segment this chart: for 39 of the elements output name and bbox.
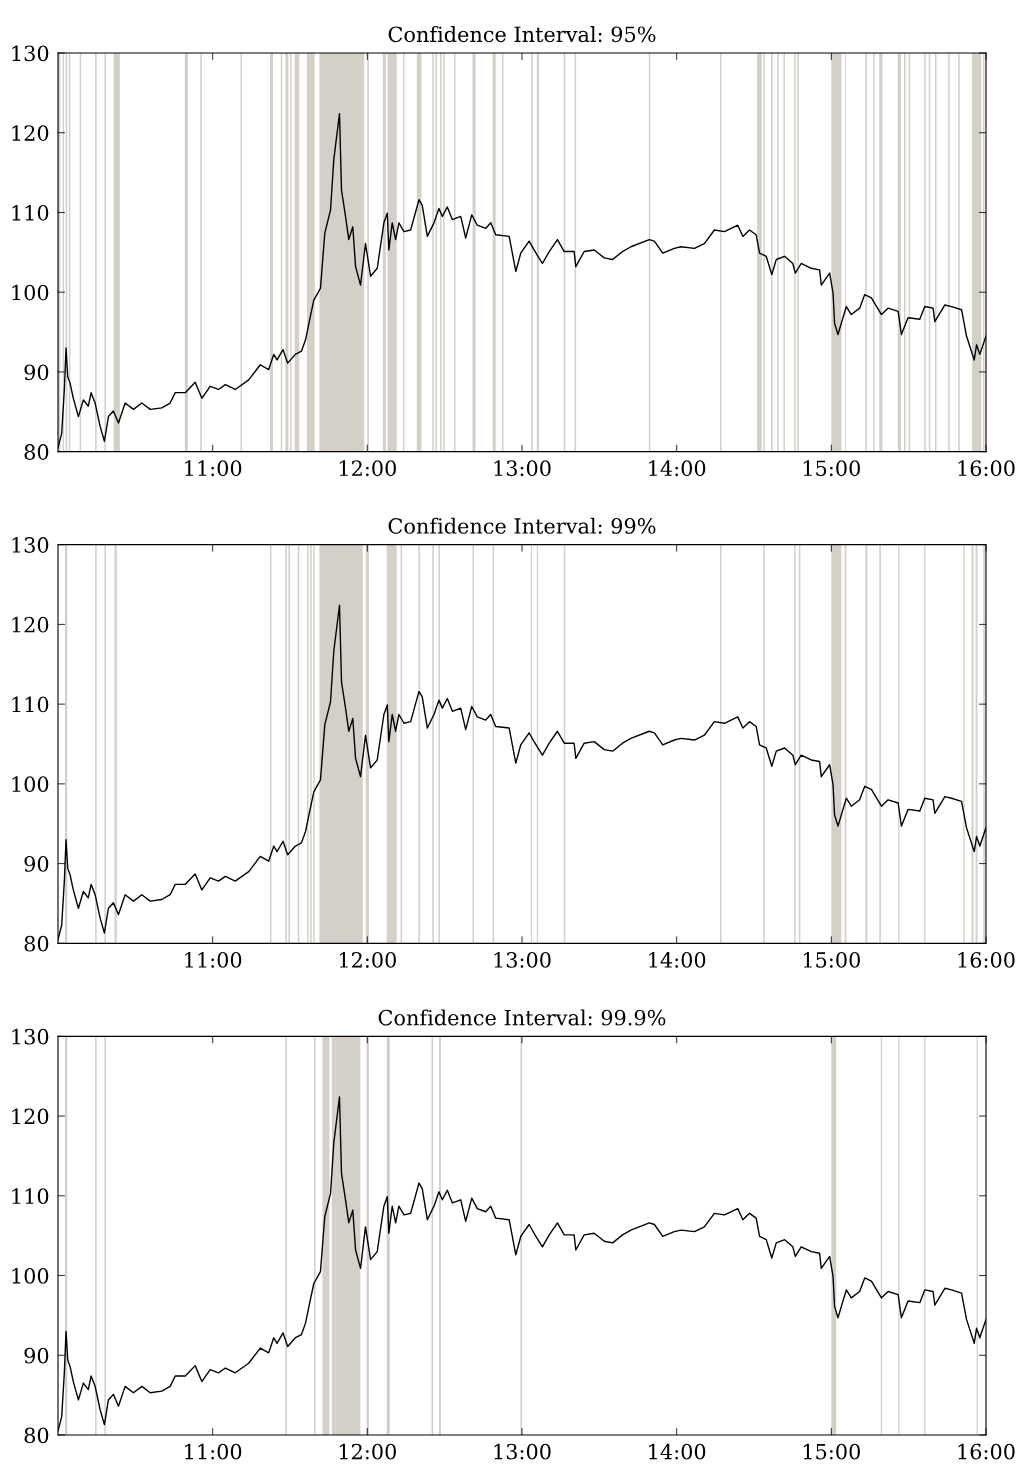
x-tick-label: 15:00: [803, 952, 860, 968]
y-tick-label: 80: [24, 1427, 49, 1444]
y-tick-label: 110: [12, 696, 49, 713]
x-tick-label: 13:00: [494, 1443, 551, 1460]
x-tick-label: 15:00: [803, 1443, 860, 1460]
y-tick-label: 80: [24, 444, 49, 460]
y-tick-label: 130: [12, 1028, 49, 1045]
y-tick-label: 90: [24, 1347, 49, 1364]
x-tick-label: 12:00: [339, 952, 396, 968]
x-tick-label: 16:00: [958, 1443, 1015, 1460]
y-tick-label: 100: [12, 776, 49, 793]
x-tick-label: 15:00: [803, 460, 860, 477]
x-tick-label: 14:00: [649, 1443, 706, 1460]
y-tick-label: 80: [24, 935, 49, 952]
y-tick-label: 130: [12, 537, 49, 553]
chart-title: Confidence Interval: 95%: [388, 26, 656, 43]
y-tick-label: 120: [12, 616, 49, 633]
y-tick-label: 90: [24, 856, 49, 872]
y-tick-label: 130: [12, 45, 49, 62]
x-tick-label: 11:00: [185, 952, 242, 968]
x-tick-label: 11:00: [185, 460, 242, 477]
x-tick-label: 14:00: [649, 952, 706, 968]
y-tick-label: 100: [12, 284, 49, 301]
y-tick-label: 100: [12, 1267, 49, 1284]
y-tick-label: 110: [12, 204, 49, 221]
chart-title: Confidence Interval: 99%: [388, 517, 656, 534]
x-tick-label: 12:00: [339, 1443, 396, 1460]
chart-title: Confidence Interval: 99.9%: [378, 1009, 666, 1026]
x-tick-label: 13:00: [494, 460, 551, 477]
x-tick-label: 16:00: [958, 460, 1015, 477]
y-tick-label: 110: [12, 1188, 49, 1205]
y-tick-label: 90: [24, 364, 49, 381]
y-tick-label: 120: [12, 1108, 49, 1125]
x-tick-label: 11:00: [185, 1443, 242, 1460]
x-tick-label: 12:00: [339, 460, 396, 477]
x-tick-label: 13:00: [494, 952, 551, 968]
y-tick-label: 120: [12, 125, 49, 141]
x-tick-label: 14:00: [649, 460, 706, 477]
x-tick-label: 16:00: [958, 952, 1015, 968]
